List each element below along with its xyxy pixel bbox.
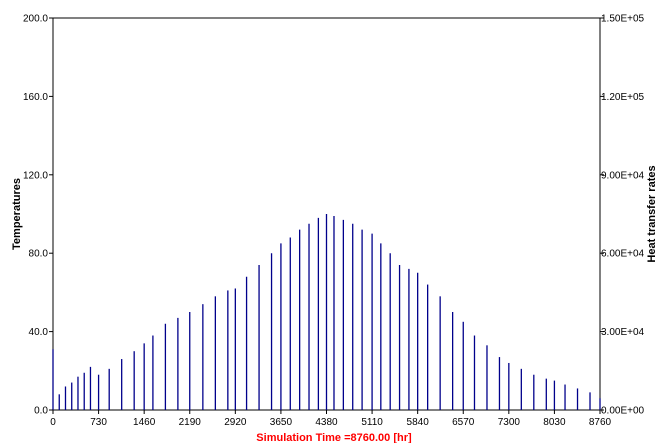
y-axis-label: Temperatures [11,178,23,250]
bar-series [52,214,601,410]
y-tick-label: 120.0 [23,170,48,181]
x-tick-label: 3650 [270,417,293,428]
x-tick-label: 5110 [361,417,383,428]
y-tick-label: 0.0 [34,406,48,417]
y-tick-label: 160.0 [23,92,48,103]
y2-tick-label: 6.00E+04 [601,249,645,260]
x-tick-label: 730 [90,417,107,428]
x-tick-label: 1460 [133,417,156,428]
x-axis-ticks: 0 730 1460 2190 2920 3650 4380 5110 5840 6570 7300… [50,410,612,428]
x-tick-label: 2920 [224,417,247,428]
simulation-time-caption: Simulation Time =8760.00 [hr] [256,432,412,443]
y2-axis-ticks: 0.00E+00 3.00E+04 6.00E+04 9.00E+04 1.20E+05… [600,14,645,417]
y2-tick-label: 3.00E+04 [601,327,645,338]
y2-tick-label: 1.20E+05 [601,92,645,103]
y2-tick-label: 1.50E+05 [601,14,645,25]
x-tick-label: 5840 [407,417,430,428]
x-tick-label: 6570 [452,417,475,428]
x-tick-label: 7300 [498,417,521,428]
y2-axis-label: Heat transfer rates [646,165,658,262]
x-tick-label: 8030 [543,417,566,428]
y-tick-label: 200.0 [23,14,48,25]
y-axis-ticks: 0.0 40.0 80.0 120.0 160.0 200.0 [23,14,53,417]
y2-tick-label: 0.00E+00 [601,406,645,417]
x-tick-label: 0 [50,417,56,428]
x-tick-label: 2190 [179,417,202,428]
y-tick-label: 80.0 [29,249,49,260]
y-tick-label: 40.0 [29,327,49,338]
x-tick-label: 4380 [315,417,338,428]
y2-tick-label: 9.00E+04 [601,170,645,181]
x-tick-label: 8760 [589,417,612,428]
